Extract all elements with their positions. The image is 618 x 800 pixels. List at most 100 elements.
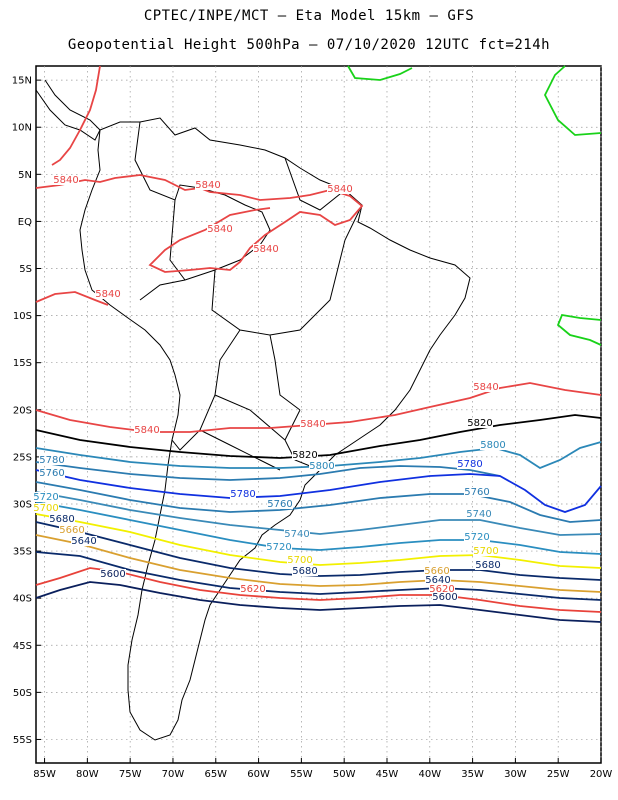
contour-label-bg: [240, 584, 266, 594]
contour-label-bg: [266, 542, 292, 552]
contour-label: 5800: [309, 461, 334, 472]
contour-5840-w: [35, 291, 109, 306]
contour-5760: [35, 481, 602, 523]
contour-5800: [35, 441, 602, 470]
lat-tick-label: 5S: [19, 264, 32, 275]
lat-tick-label: 15N: [12, 76, 32, 87]
contour-label-bg: [475, 560, 501, 570]
lat-tick-label: 30S: [13, 499, 32, 510]
contour-label-bg: [480, 440, 506, 450]
chart-title-line2: Geopotential Height 500hPa – 07/10/2020 …: [67, 37, 551, 53]
contour-label-bg: [284, 529, 310, 539]
contour-label: 5680: [49, 514, 74, 525]
contour-label-bg: [59, 525, 85, 535]
contour-label: 5800: [480, 440, 505, 451]
lon-tick-label: 65W: [204, 769, 227, 780]
contour-label-bg: [464, 532, 490, 542]
contour-label-bg: [467, 418, 493, 428]
contour-label: 5660: [59, 525, 84, 536]
contour-label: 5760: [39, 468, 64, 479]
contour-label: 5840: [53, 175, 78, 186]
contour-label: 5840: [300, 419, 325, 430]
chart-title-line1: CPTEC/INPE/MCT – Eta Model 15km – GFS: [143, 8, 475, 24]
contour-label: 5620: [429, 584, 454, 595]
country-borders: [134, 121, 363, 471]
contour-label-bg: [466, 509, 492, 519]
contour-5680: [35, 521, 602, 581]
contour-5840-nw: [51, 65, 101, 166]
contour-label: 5840: [473, 382, 498, 393]
contour-label-bg: [33, 503, 59, 513]
contour-label: 5760: [267, 499, 292, 510]
contour-label-bg: [327, 184, 353, 194]
lon-tick-label: 80W: [76, 769, 99, 780]
lat-tick-label: 15S: [13, 358, 32, 369]
contour-label-bg: [300, 419, 326, 429]
contour-label-bg: [53, 175, 79, 185]
contour-label: 5600: [100, 569, 125, 580]
contour-5880-se: [556, 313, 602, 346]
contour-label-bg: [39, 468, 65, 478]
contour-label-bg: [230, 489, 256, 499]
contour-5880-e: [543, 65, 602, 136]
contour-5700: [35, 513, 602, 569]
lon-tick-label: 60W: [247, 769, 270, 780]
coastline-south-america: [35, 79, 471, 741]
contour-label-bg: [457, 459, 483, 469]
contours: [35, 65, 602, 623]
continent-outline: [79, 117, 471, 741]
lon-tick-label: 50W: [333, 769, 356, 780]
lat-tick-label: 5N: [18, 170, 32, 181]
contour-5640: [35, 551, 602, 601]
contour-label-bg: [207, 224, 233, 234]
lon-tick-label: 55W: [290, 769, 313, 780]
contour-label: 5680: [475, 560, 500, 571]
contour-5720: [35, 501, 602, 555]
contour-5780-a: [35, 461, 501, 481]
lon-tick-label: 35W: [461, 769, 484, 780]
contour-5600: [35, 581, 602, 623]
lon-tick-label: 25W: [547, 769, 570, 780]
contour-label-bg: [309, 461, 335, 471]
contour-label: 5820: [292, 450, 317, 461]
contour-label: 5840: [134, 425, 159, 436]
contour-label-bg: [287, 555, 313, 565]
contour-label: 5840: [95, 289, 120, 300]
contour-label-bg: [292, 566, 318, 576]
contour-label: 5780: [457, 459, 482, 470]
contour-label: 5760: [464, 487, 489, 498]
contour-label: 5680: [292, 566, 317, 577]
contour-label-bg: [134, 425, 160, 435]
contour-label-bg: [39, 455, 65, 465]
contour-label-bg: [473, 546, 499, 556]
lon-tick-label: 85W: [33, 769, 56, 780]
contour-label: 5700: [33, 503, 58, 514]
lat-tick-label: 55S: [13, 735, 32, 746]
contour-5840-north: [35, 174, 364, 273]
contour-label: 5700: [287, 555, 312, 566]
contour-5880-ne: [347, 65, 413, 81]
lat-tick-label: 25S: [13, 452, 32, 463]
contour-label-bg: [49, 514, 75, 524]
contour-label: 5780: [230, 489, 255, 500]
contour-label: 5600: [432, 592, 457, 603]
lon-tick-label: 45W: [376, 769, 399, 780]
contour-5780-b: [35, 469, 602, 513]
contour-label: 5720: [266, 542, 291, 553]
lat-tick-label: 10N: [12, 123, 32, 134]
contour-label-bg: [195, 180, 221, 190]
lon-tick-label: 40W: [418, 769, 441, 780]
axis-ticks: 15N 10N 5N EQ 5S 10S 15S 20S 25S 30S 35S 40S 45S 50S 5…: [12, 76, 613, 780]
contour-label-bg: [292, 450, 318, 460]
contour-label: 5720: [33, 492, 58, 503]
lat-tick-label: 20S: [13, 405, 32, 416]
contour-label: 5660: [424, 566, 449, 577]
contour-label: 5700: [473, 546, 498, 557]
contour-label: 5820: [467, 418, 492, 429]
contour-5740: [35, 491, 602, 536]
lat-tick-label: 45S: [13, 641, 32, 652]
map-frame: [35, 65, 602, 764]
contour-label: 5840: [253, 244, 278, 255]
lat-tick-label: 40S: [13, 594, 32, 605]
contour-label: 5620: [240, 584, 265, 595]
